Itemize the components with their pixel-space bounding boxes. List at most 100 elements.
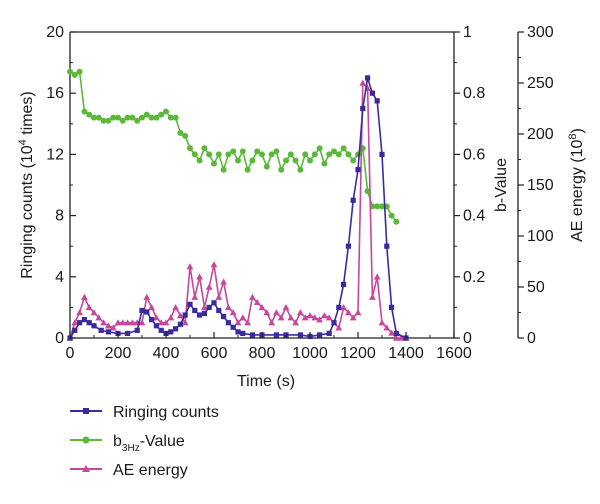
data-point [153, 323, 159, 329]
data-point [283, 157, 289, 164]
data-point [139, 307, 145, 314]
data-point [335, 151, 342, 158]
data-point [114, 319, 122, 326]
data-point [321, 160, 328, 167]
legend-item-b-value: b3Hz-Value [70, 433, 185, 454]
data-point [182, 133, 189, 140]
data-point [86, 320, 92, 326]
data-point [341, 281, 347, 288]
data-point [336, 304, 342, 310]
data-point [325, 314, 333, 321]
data-point [388, 212, 395, 219]
x-tick-label: 400 [153, 345, 180, 362]
data-point [206, 151, 213, 158]
y-ae-tick-label: 50 [527, 279, 545, 296]
data-point [201, 310, 207, 317]
data-point [139, 114, 145, 121]
data-point [157, 319, 165, 326]
data-point [345, 309, 352, 316]
data-point [81, 317, 87, 323]
data-point [221, 313, 227, 320]
data-point [86, 111, 93, 118]
data-point [177, 129, 184, 136]
data-point [201, 145, 208, 152]
data-point [98, 327, 104, 333]
data-point [350, 197, 356, 203]
ticks-layer: 0 200 400 600 800 1000 1200 1400 160004812162000… [46, 24, 554, 362]
data-point [393, 330, 399, 337]
data-point [278, 166, 285, 173]
data-point [119, 117, 126, 124]
x-tick-label: 0 [66, 345, 75, 362]
data-point [297, 309, 304, 316]
data-point [134, 327, 140, 333]
data-point [292, 157, 299, 164]
y-b-tick-label: 0.6 [463, 146, 485, 163]
data-point [301, 314, 309, 321]
data-point [119, 319, 127, 326]
data-point [81, 293, 88, 300]
data-point [317, 332, 323, 338]
data-point [172, 114, 179, 121]
data-point [349, 314, 357, 321]
data-point [129, 114, 136, 121]
data-point [201, 304, 208, 311]
data-point [148, 114, 155, 121]
data-point [105, 329, 111, 335]
y-ae-tick-label: 250 [527, 75, 554, 92]
data-point [192, 307, 198, 314]
data-point [167, 114, 174, 121]
data-point [307, 157, 313, 164]
y-ae-tick-label: 200 [527, 126, 554, 143]
data-point [306, 312, 314, 319]
data-point [134, 117, 141, 124]
data-point [158, 111, 165, 118]
series-ae-energy [66, 79, 410, 341]
data-point [273, 309, 280, 316]
data-point [360, 105, 366, 112]
data-point [253, 298, 261, 306]
data-point [138, 319, 146, 326]
data-point [91, 114, 97, 121]
data-point [393, 218, 400, 225]
data-point [153, 114, 160, 121]
data-point [91, 323, 97, 329]
data-point [373, 273, 381, 280]
data-point [77, 320, 83, 326]
y-b-tick-label: 1 [463, 24, 472, 41]
data-point [268, 151, 275, 158]
y-left-tick-label: 12 [46, 146, 64, 163]
y-b-tick-label: 0 [463, 330, 472, 347]
data-point [331, 148, 337, 155]
data-point [254, 148, 261, 155]
data-point [206, 304, 212, 310]
data-point [100, 117, 107, 124]
data-point [187, 145, 193, 152]
data-point [311, 151, 318, 158]
data-point [105, 322, 112, 329]
data-point [235, 157, 241, 164]
legend-marker-ringing [83, 408, 89, 414]
data-point [283, 332, 289, 338]
data-point [67, 68, 73, 75]
data-point [365, 75, 371, 81]
data-point [95, 314, 103, 321]
data-point [215, 151, 222, 158]
data-point [239, 148, 246, 155]
data-point [197, 312, 203, 318]
data-point [316, 145, 323, 152]
data-point [321, 312, 328, 319]
data-point [374, 98, 380, 104]
data-point [110, 114, 117, 121]
data-point [239, 314, 247, 321]
y-ae-axis-title: AE energy (108) [567, 128, 586, 242]
y-left-tick-label: 8 [55, 208, 64, 225]
data-point [186, 263, 194, 270]
data-point [326, 330, 332, 337]
data-point [378, 319, 386, 326]
y-left-tick-label: 4 [55, 269, 64, 286]
x-tick-label: 1000 [292, 345, 328, 362]
data-point [158, 327, 164, 333]
data-point [220, 278, 227, 285]
series-b-value [67, 68, 400, 225]
